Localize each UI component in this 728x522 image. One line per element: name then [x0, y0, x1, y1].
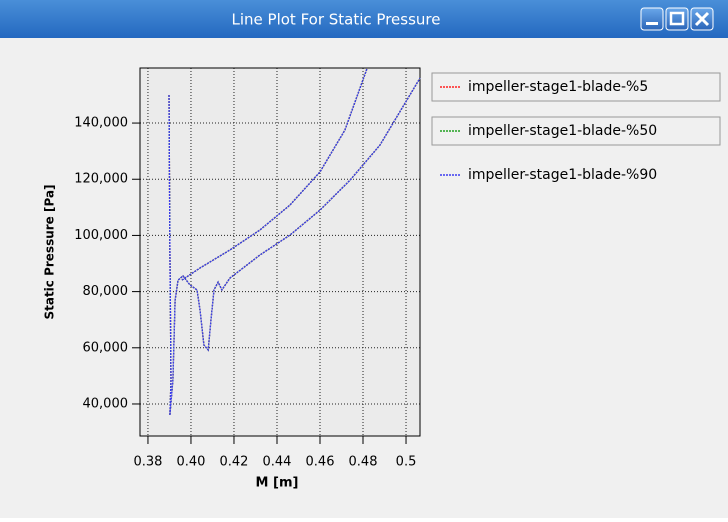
title-bar — [0, 0, 728, 38]
plot-area — [140, 68, 420, 436]
x-tick-label: 0.38 — [133, 455, 162, 470]
minimize-button[interactable] — [640, 7, 664, 31]
y-tick-label: 140,000 — [74, 116, 128, 131]
data-line — [168, 68, 421, 416]
plot-frame — [139, 67, 421, 437]
x-tick-label: 0.48 — [349, 455, 378, 470]
window-title: Line Plot For Static Pressure — [232, 11, 441, 29]
legend-box — [431, 116, 721, 146]
x-tick-label: 0.46 — [306, 455, 335, 470]
x-tick-label: 0.44 — [263, 455, 292, 470]
y-tick-label: 100,000 — [74, 228, 128, 243]
x-axis-label: M [m] — [256, 476, 299, 491]
y-tick-label: 60,000 — [83, 340, 129, 355]
y-axis-label: Static Pressure [Pa] — [43, 184, 57, 319]
x-tick-label: 0.42 — [220, 455, 249, 470]
legend-box — [431, 72, 721, 102]
close-button[interactable] — [690, 7, 714, 31]
y-tick-label: 40,000 — [83, 396, 129, 411]
legend-label: impeller-stage1-blade-%5 — [468, 79, 648, 95]
legend-label: impeller-stage1-blade-%50 — [468, 123, 657, 139]
maximize-button[interactable] — [665, 7, 689, 31]
x-tick-label: 0.5 — [396, 455, 417, 470]
y-tick-label: 80,000 — [83, 284, 129, 299]
x-tick-label: 0.40 — [176, 455, 205, 470]
y-tick-label: 120,000 — [74, 172, 128, 187]
legend-label: impeller-stage1-blade-%90 — [468, 167, 657, 183]
